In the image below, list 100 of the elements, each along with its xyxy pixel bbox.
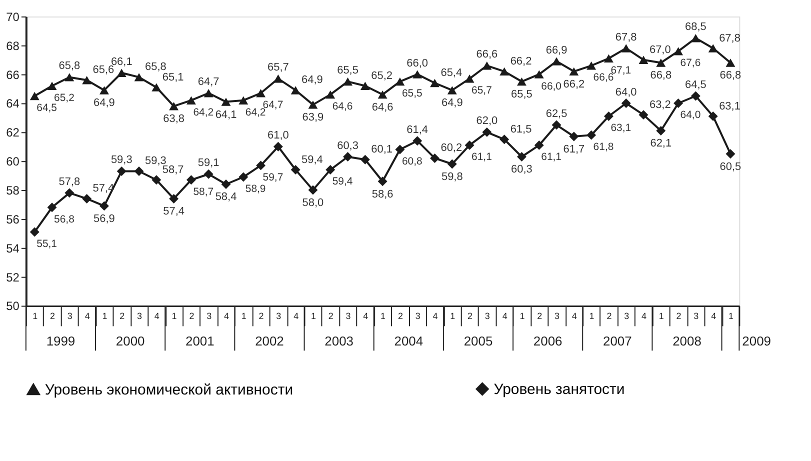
data-label: 66,2: [563, 78, 585, 90]
data-label: 64,0: [615, 86, 637, 98]
x-tick-label: 2: [398, 311, 403, 322]
data-label: 61,5: [510, 123, 532, 136]
text: 2006: [533, 334, 562, 349]
data-label: 64,5: [685, 79, 706, 92]
data-label: 60,5: [720, 160, 742, 173]
data-label: 62,5: [546, 108, 568, 120]
point: [116, 166, 126, 176]
text: 2009: [742, 334, 771, 349]
data-label: 59,4: [302, 154, 323, 166]
x-tick-label: 4: [502, 311, 508, 322]
x-tick-label: 2: [468, 311, 473, 322]
data-label: 64,6: [332, 102, 353, 113]
data-label: 56,9: [94, 212, 115, 225]
x-tick-label: 3: [137, 311, 142, 322]
point: [290, 165, 300, 175]
y-tick-label: 58: [6, 184, 20, 198]
x-tick-label: 1: [589, 311, 594, 322]
x-tick-label: 1: [172, 311, 177, 322]
x-tick-label: 1: [32, 311, 38, 322]
data-label: 61,7: [563, 143, 585, 156]
y-tick-label: 52: [6, 270, 20, 284]
data-label: 65,1: [162, 71, 184, 84]
x-tick-label: 3: [415, 311, 420, 322]
data-label: 65,8: [144, 61, 166, 74]
data-label: 65,5: [337, 64, 358, 77]
text: 2001: [185, 334, 214, 349]
data-label: 64,6: [372, 102, 394, 114]
data-label: 58,4: [215, 191, 237, 204]
data-label: 63,9: [302, 112, 324, 124]
data-label: 61,0: [268, 130, 289, 142]
x-tick-label: 3: [67, 311, 72, 322]
data-label: 60,3: [337, 140, 358, 152]
data-label: 59,8: [441, 170, 463, 183]
text: 1999: [46, 334, 76, 349]
legend-label: Уровень экономической активности: [44, 381, 294, 398]
y-tick-label: 68: [6, 38, 20, 53]
data-label: 60,1: [371, 144, 393, 156]
x-tick-label: 4: [294, 311, 299, 322]
x-tick-label: 1: [310, 311, 316, 322]
y-tick-label: 50: [6, 299, 20, 314]
x-tick-label: 2: [537, 311, 542, 322]
data-label: 66,8: [650, 70, 672, 82]
data-label: 66,0: [406, 57, 428, 70]
x-tick-label: 1: [728, 311, 734, 322]
data-label: 58,7: [162, 164, 184, 176]
data-label: 63,1: [719, 100, 740, 112]
x-tick-label: 4: [641, 311, 646, 322]
text: 2004: [394, 334, 424, 349]
x-tick-label: 1: [520, 311, 525, 322]
x-tick-label: 2: [606, 311, 612, 322]
data-label: 56,8: [54, 214, 75, 226]
data-label: 64,7: [198, 76, 220, 88]
data-label: 68,5: [685, 21, 706, 34]
x-tick-label: 3: [484, 311, 490, 322]
data-label: 65,7: [472, 86, 492, 97]
data-label: 60,8: [402, 156, 422, 168]
data-label: 61,1: [541, 152, 562, 164]
data-label: 66,0: [541, 81, 562, 92]
x-tick-label: 1: [380, 311, 386, 322]
data-label: 64,9: [302, 74, 323, 86]
x-tick-label: 2: [120, 311, 125, 322]
data-label: 66,6: [476, 48, 498, 61]
x-tick-label: 4: [711, 311, 716, 322]
data-label: 59,4: [332, 176, 353, 188]
text: 2003: [324, 334, 354, 349]
data-label: 65,4: [440, 67, 462, 80]
x-tick-label: 1: [450, 311, 456, 322]
x-tick-label: 3: [346, 311, 351, 322]
data-label: 65,5: [511, 88, 532, 101]
data-label: 58,0: [302, 196, 324, 209]
data-label: 61,1: [472, 152, 492, 164]
y-tick-label: 60: [6, 154, 20, 169]
y-tick-label: 70: [6, 10, 20, 24]
data-label: 59,7: [262, 172, 284, 184]
point: [656, 126, 666, 136]
data-label: 64,9: [94, 97, 115, 110]
data-label: 67,6: [680, 58, 701, 70]
data-label: 58,7: [193, 186, 214, 198]
data-label: 64,0: [680, 110, 701, 122]
data-label: 63,1: [610, 123, 632, 134]
data-label: 60,3: [511, 164, 532, 176]
text: 2005: [464, 334, 493, 349]
y-tick-label: 56: [6, 212, 20, 226]
data-label: 57,4: [163, 206, 184, 218]
x-tick-label: 4: [224, 311, 229, 322]
y-tick-label: 66: [6, 68, 20, 82]
x-tick-label: 4: [432, 311, 438, 322]
text: 2000: [116, 334, 145, 349]
x-tick-label: 2: [50, 311, 56, 322]
data-label: 63,8: [163, 113, 184, 126]
data-label: 65,2: [54, 92, 75, 104]
x-tick-label: 4: [363, 311, 368, 322]
data-label: 64,1: [215, 108, 237, 121]
data-label: 65,2: [371, 70, 393, 82]
data-label: 64,2: [193, 107, 214, 118]
data-label: 66,9: [546, 44, 568, 56]
text: 2008: [672, 334, 702, 349]
x-tick-label: 1: [658, 311, 664, 322]
